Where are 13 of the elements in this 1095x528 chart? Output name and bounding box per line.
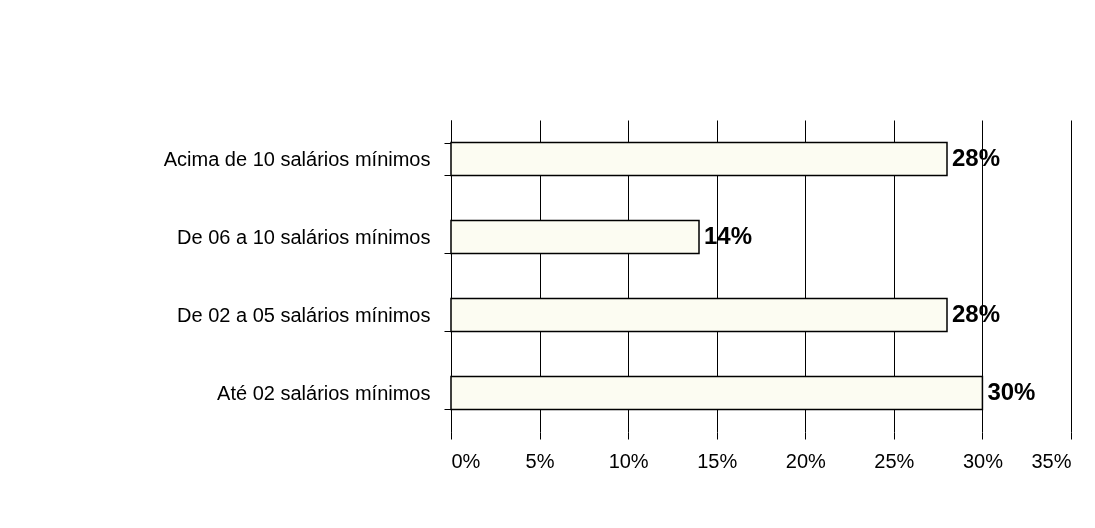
x-tick-label: 25% (874, 449, 915, 472)
y-tick-label: Até 02 salários mínimos (217, 381, 431, 404)
y-tick-label: De 06 a 10 salários mínimos (177, 225, 431, 248)
x-tick-label: 5% (525, 449, 555, 472)
x-tick-label: 0% (451, 449, 481, 472)
x-tick-label: 35% (1031, 449, 1072, 472)
x-tick-label: 30% (962, 449, 1004, 472)
x-tick-label: 10% (608, 449, 649, 472)
y-tick-label: Acima de 10 salários mínimos (163, 147, 431, 170)
x-tick-label: 15% (697, 449, 738, 472)
x-tick-label: 20% (785, 449, 827, 472)
data-label: 30% (987, 378, 1036, 405)
y-tick-label: De 02 a 05 salários mínimos (177, 303, 431, 326)
